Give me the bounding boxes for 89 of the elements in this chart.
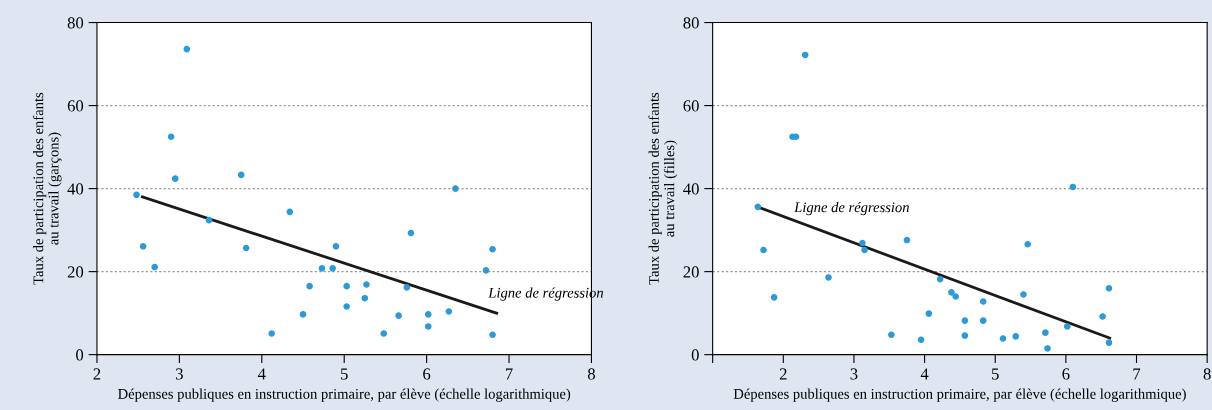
point <box>859 239 866 247</box>
y-tick-label: 20 <box>683 266 699 278</box>
y-tick-label: 40 <box>67 183 84 195</box>
x-tick-label: 2 <box>779 368 787 380</box>
y-axis-title: Taux de participation des enfants au travail (garçons) <box>32 92 62 285</box>
point <box>979 317 987 324</box>
point <box>925 310 933 317</box>
x-tick-label: 6 <box>1062 368 1070 380</box>
point <box>760 246 767 254</box>
point <box>1105 284 1113 292</box>
point <box>888 331 895 339</box>
point <box>801 51 809 59</box>
point <box>183 45 191 53</box>
point <box>952 293 959 300</box>
y-tick-label: 0 <box>76 349 84 361</box>
point <box>407 229 415 237</box>
point <box>139 243 147 250</box>
point <box>167 133 175 141</box>
point <box>286 208 294 216</box>
y-tick-label: 60 <box>67 100 84 112</box>
x-tick-label: 7 <box>1133 368 1141 380</box>
point <box>329 265 336 272</box>
point <box>1024 240 1032 248</box>
x-axis-title: Dépenses publiques en instruction primaire, par élève (échelle logarithmique) <box>118 388 571 402</box>
point <box>489 331 496 339</box>
x-tick-label: 7 <box>505 368 513 380</box>
point <box>482 267 490 274</box>
point <box>917 336 925 343</box>
point <box>1020 291 1027 298</box>
point <box>242 244 250 252</box>
point <box>424 311 432 318</box>
point <box>445 308 453 315</box>
point <box>299 311 307 318</box>
x-axis-title: Dépenses publiques en instruction primaire, par élève (échelle logarithmique) <box>733 388 1186 402</box>
point <box>452 185 459 192</box>
point <box>1105 339 1113 346</box>
point <box>948 289 955 296</box>
point <box>961 332 969 339</box>
x-tick-label: 5 <box>341 368 348 380</box>
point <box>361 294 369 302</box>
point <box>961 317 969 324</box>
point <box>171 175 179 182</box>
point <box>363 281 370 288</box>
point <box>151 263 158 271</box>
point <box>343 303 350 310</box>
point <box>403 284 411 291</box>
annotation: Ligne de régression <box>794 201 909 216</box>
x-tick-label: 5 <box>992 368 999 380</box>
point <box>205 216 213 224</box>
x-tick-label: 3 <box>850 368 858 380</box>
y-tick-label: 60 <box>683 100 699 112</box>
x-tick-label: 6 <box>423 368 431 380</box>
point <box>133 191 140 199</box>
point <box>770 294 778 301</box>
y-axis-title: Taux de participation des enfants au travail (filles) <box>648 92 678 285</box>
point <box>1099 313 1106 320</box>
point <box>999 335 1007 342</box>
point <box>489 245 496 253</box>
point <box>825 274 832 281</box>
point <box>936 275 944 283</box>
x-tick-label: 8 <box>587 368 595 380</box>
point <box>318 265 326 272</box>
point <box>754 203 762 211</box>
point <box>306 282 313 290</box>
point <box>1012 333 1020 340</box>
point <box>1044 345 1051 352</box>
y-tick-label: 80 <box>683 17 699 29</box>
point <box>268 330 275 337</box>
point <box>1042 329 1049 336</box>
x-tick-label: 2 <box>93 368 101 380</box>
point <box>1069 183 1077 191</box>
point <box>424 323 432 330</box>
point <box>861 246 868 254</box>
point <box>979 298 987 305</box>
x-tick-label: 4 <box>257 368 266 380</box>
point <box>237 171 245 179</box>
point <box>903 236 911 244</box>
y-tick-label: 40 <box>683 183 699 195</box>
y-tick-label: 80 <box>67 17 84 29</box>
point <box>343 282 350 290</box>
point <box>1063 323 1071 330</box>
y-tick-label: 20 <box>67 266 84 278</box>
y-tick-label: 0 <box>691 349 699 361</box>
x-tick-label: 3 <box>176 368 183 380</box>
point <box>395 312 402 319</box>
x-tick-label: 4 <box>920 368 929 380</box>
point <box>380 330 388 337</box>
x-tick-label: 8 <box>1203 368 1211 380</box>
point <box>332 243 340 250</box>
